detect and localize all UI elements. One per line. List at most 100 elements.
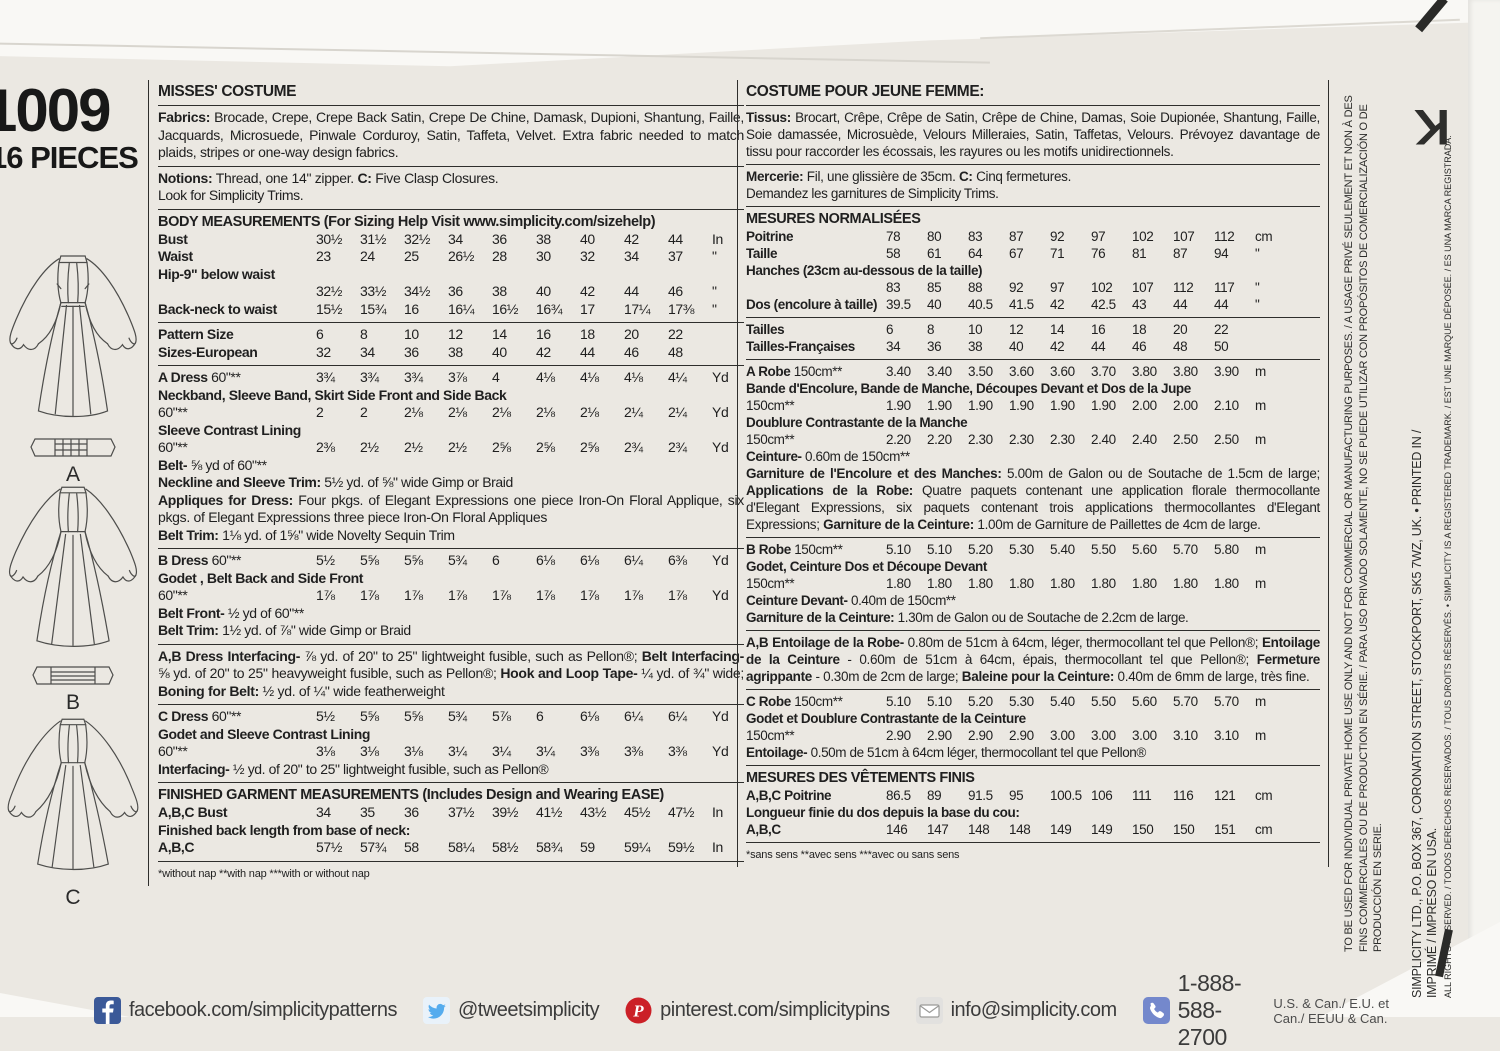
section: Tailles 6 8 10 12 14 16 18 20 22 Tailles-Française… [746,318,1320,360]
size-value-cell: 2¾ [624,439,643,455]
text-run: - 0.60m de 51cm à 64cm, épais, thermocol… [839,652,1257,667]
row-label: 60"** [158,439,316,457]
text-run: 1⅛ yd. of 1⅝" wide Novelty Sequin Trim [218,526,455,543]
size-value-cell: 12 [1009,322,1024,337]
unit-cell: Yd [712,404,729,420]
size-value-cell: 42 [1050,339,1065,354]
size-value-cell: 16½ [492,300,519,317]
paragraph: Tissus: Brocart, Crêpe, Crêpe de Satin, … [746,109,1320,160]
unit-cell: Yd [712,369,729,385]
publisher-address-text: SIMPLICITY LTD., P.O. BOX 367, CORONATIO… [1410,429,1439,998]
section-heading: MESURES NORMALISÉES [746,211,921,227]
bold-text-run: Godet et Doublure Contrastante de la Cei… [746,711,1026,726]
table-row: A Dress 60"** 3¾ 3¾ 3¾ 3⅞ 4 4⅛ 4⅛ 4⅛ 4¼ Yd [158,369,744,387]
size-value-cell: 28 [492,248,507,264]
bold-text-run: Tailles-Françaises [746,339,855,354]
bold-text-run: Appliques for Dress: [158,491,294,508]
pinterest-link: P pinterest.com/simplicitypins [625,997,890,1024]
unit-cell: m [1255,728,1266,743]
size-value-cell: 67 [1009,246,1024,261]
size-value-cell: 5.60 [1132,694,1157,709]
text-run: 5.00m de Galon ou de Soutache de 1.5cm d… [1001,466,1320,481]
size-value-cell: 38 [492,283,507,299]
bold-text-run: C: [357,169,372,186]
size-value-cell: 37½ [448,804,475,820]
label-line: Longueur finie du dos depuis la base du … [746,804,1320,821]
size-value-cell: 5.10 [927,542,952,557]
size-value-cell: 1.80 [1009,576,1034,591]
section-heading: COSTUME POUR JEUNE FEMME: [746,83,985,100]
unit-cell: m [1255,398,1266,413]
bold-text-run: A Dress [158,369,212,385]
size-value-cell: 3.40 [886,364,911,379]
bold-text-run: Longueur finie du dos depuis la base du … [746,805,1020,820]
section: Pattern Size 6 8 10 12 14 16 18 20 22 Sizes-Europe… [158,323,744,366]
row-label: A,B,C Bust [158,804,316,822]
text-run: ⅞ yd. of 20" to 25" lightweight fusible,… [300,647,642,664]
text-run: ⅝ yd. of 20" to 25" heavyweight fusible,… [158,665,501,681]
size-value-cell: 3.60 [1009,364,1034,379]
size-value-cell: 45½ [624,804,651,820]
size-value-cell: 40 [580,230,595,247]
table-row: Tailles 6 8 10 12 14 16 18 20 22 [746,321,1320,338]
unit-cell: m [1255,364,1266,379]
size-value-cell: 3⅛ [316,743,335,759]
size-value-cell: 16 [1091,322,1106,337]
size-value-cell: 32 [316,343,331,360]
label-line: Belt Trim: 1⅛ yd. of 1⅝" wide Novelty Se… [158,527,744,545]
size-value-cell: 151 [1214,822,1236,837]
size-value-cell: 150 [1132,822,1154,837]
bold-text-run: Tissus: [746,110,791,125]
text-run: Four pkgs. of Elegant Expressions one pi… [158,491,744,526]
text-run: 150cm** [746,728,795,743]
size-value-cell: 38 [448,343,463,360]
row-label: B Robe 150cm** [746,541,886,558]
size-value-cell: 4 [492,369,500,385]
row-label: A,B,C [746,821,886,838]
text-run: Look for Simplicity Trims. [158,187,304,203]
table-row: B Dress 60"** 5½ 5⅝ 5⅝ 5¾ 6 6⅛ 6⅛ 6¼ 6⅜ Yd [158,552,744,570]
size-value-cell: 2⅜ [316,439,335,455]
unit-cell: cm [1255,822,1273,837]
phone-contact: 1-888-588-2700 U.S. & Can./ E.U. et Can.… [1142,970,1398,1051]
unit-cell: Yd [712,587,729,603]
size-value-cell: 34 [448,230,463,247]
size-value-cell: 59 [580,839,595,855]
row-label: A,B,C [158,839,316,857]
table-row: Pattern Size 6 8 10 12 14 16 18 20 22 [158,326,744,344]
bold-text-run: Belt Trim: [158,526,219,543]
bold-text-run: A,B,C Poitrine [746,788,832,803]
section: B Robe 150cm** 5.10 5.10 5.20 5.30 5.40 5.50 5.… [746,538,1320,631]
size-value-cell: 17¼ [624,300,651,317]
size-value-cell: 58¾ [536,839,563,855]
envelope-top-flap [0,0,1500,67]
size-value-cell: 42 [536,343,551,360]
section: Mercerie: Fil, une glissière de 35cm. C:… [746,165,1320,207]
label-line: Neckband, Sleeve Band, Skirt Side Front … [158,387,744,405]
unit-cell: Yd [712,708,729,724]
size-value-cell: 25 [404,248,419,264]
size-value-cell: 149 [1050,822,1072,837]
size-value-cell: 4⅛ [624,369,643,385]
row-label [158,283,316,301]
unit-cell: " [1255,280,1260,295]
row-label: Pattern Size [158,326,316,344]
size-value-cell: 1.90 [968,398,993,413]
size-value-cell: 5.20 [968,694,993,709]
table-row: A,B,C 57½ 57¾ 58 58¼ 58½ 58¾ 59 59¼ 59½ In [158,839,744,857]
pattern-piece-count: 16 PIECES [0,140,139,175]
size-value-cell: 100.5 [1050,788,1082,803]
size-value-cell: 44 [1091,339,1106,354]
facebook-url: facebook.com/simplicitypatterns [129,999,397,1021]
unit-cell: Yd [712,552,729,568]
size-value-cell: 148 [1009,822,1031,837]
size-value-cell: 2.30 [968,432,993,447]
size-value-cell: 22 [1214,322,1229,337]
size-value-cell: 5⅞ [492,708,511,724]
size-value-cell: 2⅛ [448,404,467,420]
size-value-cell: 81 [1132,246,1147,261]
size-value-cell: 106 [1091,788,1113,803]
size-value-cell: 149 [1091,822,1113,837]
text-run: Demandez les garnitures de Simplicity Tr… [746,186,999,201]
text-run: 150cm** [746,398,795,413]
